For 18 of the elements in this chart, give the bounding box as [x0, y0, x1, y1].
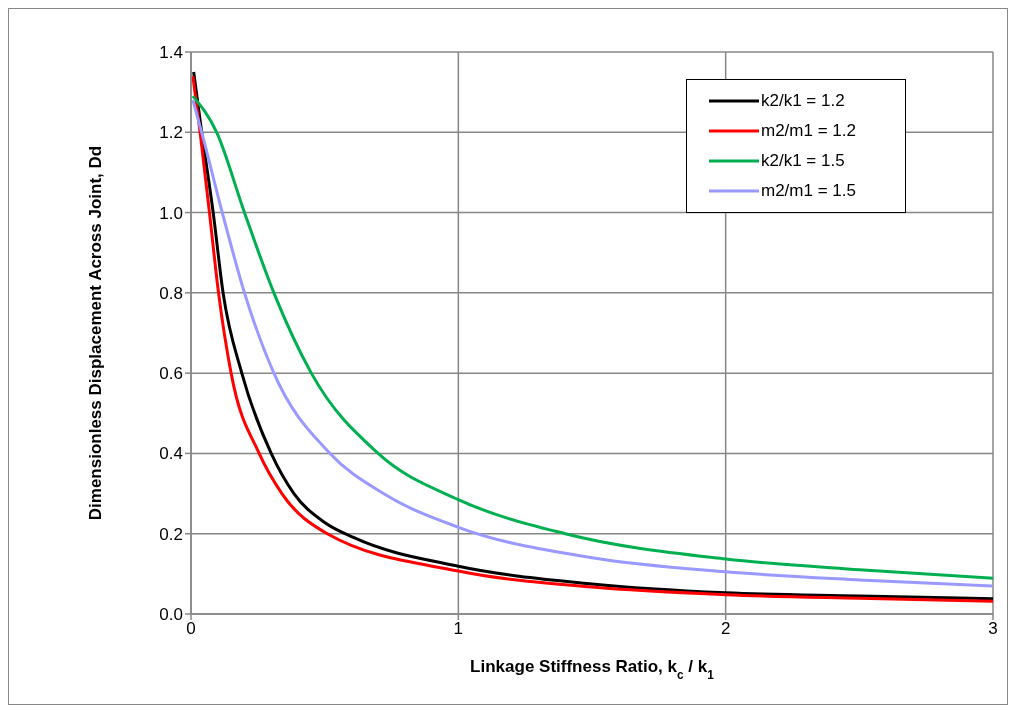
x-tick-label: 3 [988, 619, 998, 639]
y-tick-label: 0.2 [159, 524, 183, 544]
x-tick-label: 2 [720, 619, 731, 639]
y-tick-label: 0.4 [159, 444, 183, 464]
legend-label: m2/m1 = 1.5 [761, 181, 856, 201]
legend-label: m2/m1 = 1.2 [761, 121, 856, 141]
x-axis-title: Linkage Stiffness Ratio, k$_{c}$ / k$_{1}$ [470, 657, 715, 682]
legend-label: k2/k1 = 1.2 [761, 91, 845, 111]
x-tick-label: 0 [186, 619, 196, 639]
y-tick-label: 1.0 [159, 203, 183, 223]
y-tick-label: 1.2 [159, 123, 183, 143]
y-axis-title: Dimensionless Displacement Across Joint, Dd [86, 145, 105, 521]
y-tick-label: 0.0 [159, 605, 183, 625]
y-tick-label: 0.8 [159, 283, 183, 303]
y-tick-label: 1.4 [159, 43, 183, 63]
x-tick-label: 1 [453, 619, 464, 639]
legend-label: k2/k1 = 1.5 [761, 151, 845, 171]
y-tick-label: 0.6 [159, 364, 183, 384]
